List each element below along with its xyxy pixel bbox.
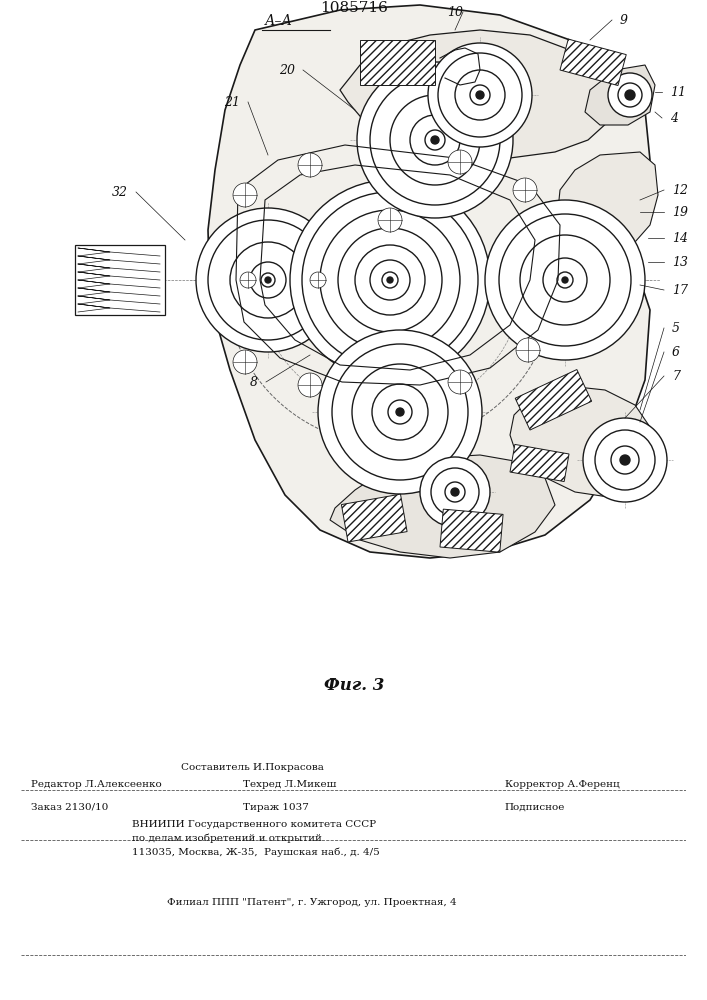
Polygon shape [585, 65, 655, 125]
Polygon shape [208, 5, 650, 558]
Text: 5: 5 [672, 322, 680, 334]
Circle shape [233, 183, 257, 207]
Circle shape [310, 272, 326, 288]
Text: 13: 13 [672, 255, 688, 268]
Polygon shape [558, 152, 658, 248]
Text: 4: 4 [670, 111, 678, 124]
Circle shape [298, 153, 322, 177]
Text: 6: 6 [672, 346, 680, 359]
Circle shape [420, 457, 490, 527]
Text: 113035, Москва, Ж-35,  Раушская наб., д. 4/5: 113035, Москва, Ж-35, Раушская наб., д. … [132, 848, 380, 857]
Text: 1085716: 1085716 [320, 1, 388, 15]
Text: 19: 19 [672, 206, 688, 219]
Text: 12: 12 [672, 184, 688, 196]
Text: 21: 21 [224, 96, 240, 108]
Text: 32: 32 [112, 186, 128, 198]
Text: 14: 14 [672, 232, 688, 244]
Circle shape [387, 277, 393, 283]
Text: Составитель И.Покрасова: Составитель И.Покрасова [182, 763, 325, 772]
Text: ВНИИПИ Государственного комитета СССР: ВНИИПИ Государственного комитета СССР [132, 820, 376, 829]
Text: 17: 17 [672, 284, 688, 296]
Bar [341, 494, 407, 542]
Text: 20: 20 [279, 64, 295, 77]
Polygon shape [330, 455, 555, 558]
Circle shape [476, 91, 484, 99]
Circle shape [448, 370, 472, 394]
Circle shape [562, 277, 568, 283]
Text: Редактор Л.Алексеенко: Редактор Л.Алексеенко [31, 780, 162, 789]
Bar [560, 39, 626, 86]
Text: Филиал ППП "Патент", г. Ужгород, ул. Проектная, 4: Филиал ППП "Патент", г. Ужгород, ул. Про… [168, 898, 457, 907]
Polygon shape [340, 30, 615, 158]
Text: 9: 9 [620, 13, 628, 26]
Circle shape [240, 272, 256, 288]
Bar [440, 509, 503, 552]
Circle shape [298, 373, 322, 397]
Text: Тираж 1037: Тираж 1037 [243, 803, 309, 812]
Circle shape [620, 455, 630, 465]
Text: Корректор А.Ференц: Корректор А.Ференц [505, 780, 619, 789]
Circle shape [428, 43, 532, 147]
Circle shape [583, 418, 667, 502]
Circle shape [625, 90, 635, 100]
Bar [510, 444, 569, 482]
Text: 8: 8 [250, 375, 258, 388]
Circle shape [485, 200, 645, 360]
Text: 10: 10 [447, 5, 463, 18]
Text: Техред Л.Микеш: Техред Л.Микеш [243, 780, 336, 789]
Circle shape [318, 330, 482, 494]
Circle shape [233, 350, 257, 374]
Circle shape [431, 136, 439, 144]
Text: 11: 11 [670, 86, 686, 99]
Text: Подписное: Подписное [505, 803, 565, 812]
Text: 7: 7 [672, 369, 680, 382]
Bar [360, 40, 435, 85]
Circle shape [196, 208, 340, 352]
Text: А–А: А–А [265, 14, 293, 28]
Polygon shape [510, 386, 658, 498]
Bar [515, 370, 592, 430]
Circle shape [378, 208, 402, 232]
Circle shape [448, 150, 472, 174]
Text: по делам изобретений и открытий: по делам изобретений и открытий [132, 834, 322, 843]
Bar [75, 245, 165, 315]
Text: Фиг. 3: Фиг. 3 [324, 677, 384, 694]
Circle shape [451, 488, 459, 496]
Circle shape [513, 178, 537, 202]
Circle shape [396, 408, 404, 416]
Text: Заказ 2130/10: Заказ 2130/10 [31, 803, 109, 812]
Circle shape [357, 62, 513, 218]
Circle shape [290, 180, 490, 380]
Circle shape [516, 338, 540, 362]
Circle shape [608, 73, 652, 117]
Circle shape [265, 277, 271, 283]
